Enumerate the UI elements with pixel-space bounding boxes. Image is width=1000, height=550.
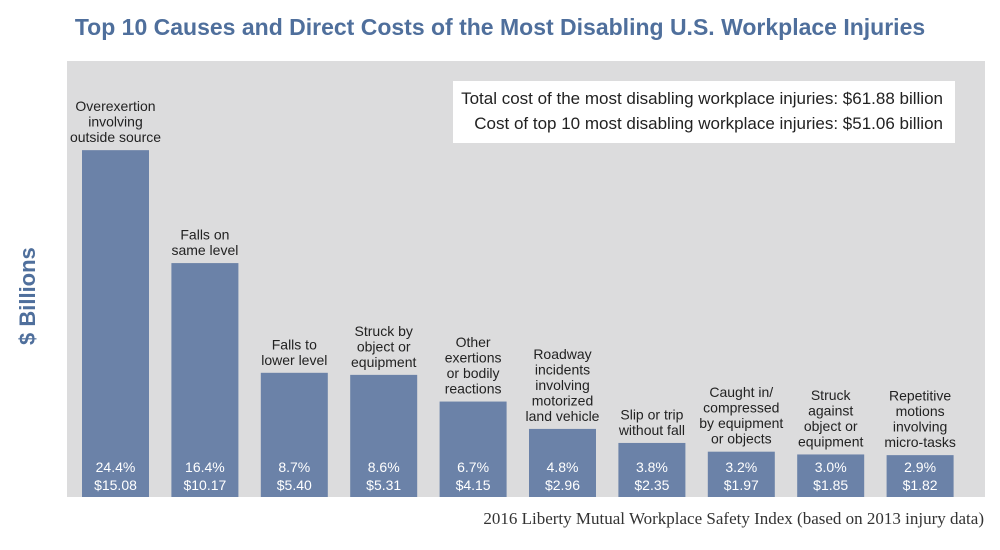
percent-label: 3.0% [815,459,847,475]
value-label: $10.17 [183,477,226,493]
category-label: Roadway incidents involving motorized land v… [526,346,600,424]
value-label: $4.15 [456,477,491,493]
category-label: Other exertions or bodily reactions [445,334,502,397]
category-label: Slip or trip without fall [618,406,685,438]
category-label: Caught in/compressed by equipment or objec… [699,384,783,447]
bar-4 [350,374,418,497]
top10-cost-text: Cost of top 10 most disabling workplace … [474,114,943,133]
value-label: $5.40 [277,477,312,493]
bar-6 [529,428,596,497]
percent-label: 2.9% [904,459,936,475]
bar-1 [82,150,149,497]
source-note: 2016 Liberty Mutual Workplace Safety Ind… [483,509,984,528]
category-label: Falls on same level [171,227,238,259]
plot-area: Overexertion involving outside source 24.4%… [67,61,985,497]
percent-label: 6.7% [457,459,489,475]
percent-label: 16.4% [185,459,225,475]
total-cost-text: Total cost of the most disabling workpla… [461,89,943,108]
value-label: $2.35 [634,477,669,493]
bar-10 [886,455,954,497]
value-label: $1.85 [813,477,848,493]
bar-5 [439,401,507,497]
value-label: $5.31 [366,477,401,493]
category-label: Struck against object or equipment [798,387,863,450]
percent-label: 3.2% [725,459,757,475]
bar-9 [797,454,865,497]
category-label: Struck by object or equipment [351,323,416,370]
bar-8 [707,451,775,497]
value-label: $1.82 [903,477,938,493]
y-axis-label: $ Billions [15,247,40,345]
value-label: $2.96 [545,477,580,493]
category-label: Overexertion involving outside source [70,98,161,145]
bar-chart: Overexertion involving outside source 24.4%… [70,98,956,497]
bar-7 [618,442,686,497]
category-label: Falls to lower level [261,336,327,368]
bar-2 [171,263,239,497]
percent-label: 3.8% [636,459,668,475]
percent-label: 24.4% [96,459,136,475]
cost-summary-box: Total cost of the most disabling workpla… [453,81,955,143]
value-label: $15.08 [94,477,137,493]
bar-3 [260,372,328,497]
percent-label: 8.7% [278,459,310,475]
category-label: Repetitive motions involving micro-tasks [884,388,956,451]
percent-label: 4.8% [547,459,579,475]
chart-title: Top 10 Causes and Direct Costs of the Mo… [74,14,926,40]
percent-label: 8.6% [368,459,400,475]
value-label: $1.97 [724,477,759,493]
